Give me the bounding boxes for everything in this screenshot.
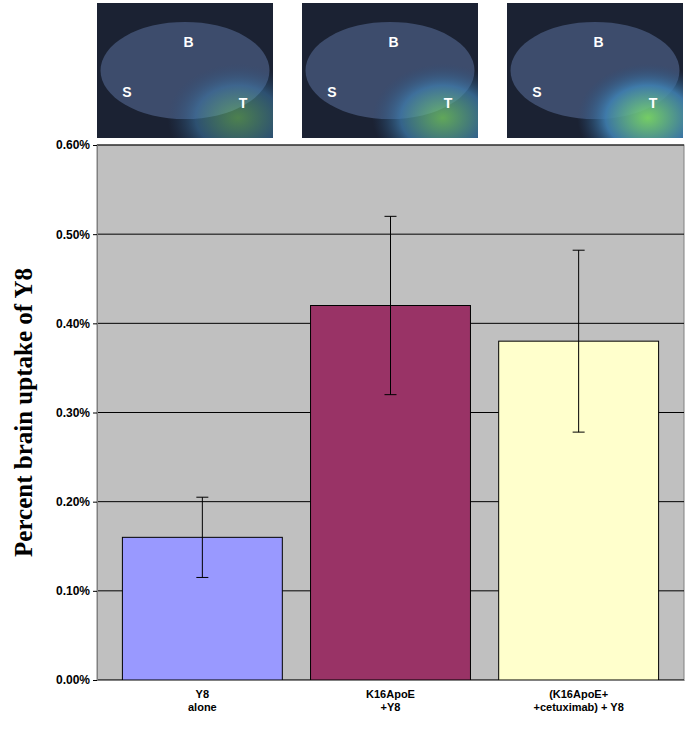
tick-label: 0.10% <box>56 584 90 598</box>
panel-background <box>507 3 683 138</box>
panel-glow <box>97 3 273 138</box>
panel-label: S <box>122 84 131 100</box>
tick: 0.60% <box>56 138 97 152</box>
image-panel: B S T <box>302 3 478 138</box>
tick: (K16ApoE++cetuximab) + Y8 <box>533 680 623 713</box>
panel-background <box>97 3 273 138</box>
axis-line <box>93 146 98 681</box>
tick-mark <box>93 234 97 235</box>
plot-area <box>97 145 684 680</box>
tick: Y8alone <box>188 680 217 713</box>
tick-label: Y8alone <box>188 688 217 713</box>
chart: BSTBSTBST0.00%0.10%0.20%0.30%0.40%0.50%0… <box>0 0 685 734</box>
error-bar-segment <box>578 250 579 432</box>
axis-line <box>98 680 685 681</box>
x-axis: Y8alone K16ApoE+Y8 (K16ApoE++cetuximab) + … <box>98 680 685 713</box>
tick-mark <box>93 502 97 503</box>
y-axis-title: Percent brain uptake of Y8 <box>10 268 37 557</box>
tick: 0.40% <box>56 317 97 331</box>
panel-label: T <box>239 95 248 111</box>
panel-glow <box>302 3 478 138</box>
error-bar <box>573 250 585 432</box>
error-bar-segment <box>385 394 397 395</box>
tick-mark <box>93 680 97 681</box>
error-bar-segment <box>390 216 391 394</box>
error-bar-segment <box>573 250 585 251</box>
panel-glow <box>507 3 683 138</box>
panel-label: T <box>649 95 658 111</box>
tick-label: 0.20% <box>56 495 90 509</box>
panel-label: B <box>388 34 398 50</box>
tick-mark <box>93 591 97 592</box>
tick-label: 0.00% <box>56 673 90 687</box>
panel-label: B <box>183 34 193 50</box>
error-bar-segment <box>573 432 585 433</box>
tick: 0.10% <box>56 584 97 598</box>
error-bar-segment <box>385 216 397 217</box>
tick-mark <box>93 145 97 146</box>
grid <box>97 145 684 680</box>
grid-line <box>97 145 684 146</box>
tick-label: K16ApoE+Y8 <box>366 688 415 713</box>
image-panel: B S T <box>97 3 273 138</box>
panel-label: S <box>532 84 541 100</box>
tick-mark <box>93 323 97 324</box>
tick-label: (K16ApoE++cetuximab) + Y8 <box>533 688 623 713</box>
tick: 0.50% <box>56 228 97 242</box>
error-bar-segment <box>202 497 203 577</box>
panel-label: T <box>444 95 453 111</box>
tick-label: 0.60% <box>56 138 90 152</box>
tick: 0.00% <box>56 673 97 687</box>
y-axis: 0.00% 0.10% 0.20% 0.30% 0.40% 0.50% 0.60% <box>56 138 98 687</box>
tick: 0.30% <box>56 406 97 420</box>
tick-label: 0.50% <box>56 228 90 242</box>
error-bar-segment <box>196 577 208 578</box>
error-bar-segment <box>196 497 208 498</box>
marks <box>122 216 658 680</box>
panel-label: B <box>593 34 603 50</box>
tick-label: 0.40% <box>56 317 90 331</box>
panel-background <box>302 3 478 138</box>
tick: K16ApoE+Y8 <box>366 680 415 713</box>
error-bar <box>385 216 397 394</box>
tick-mark <box>93 413 97 414</box>
image-panel: B S T <box>507 3 683 138</box>
panel-label: S <box>327 84 336 100</box>
tick-label: 0.30% <box>56 406 90 420</box>
error-bar <box>196 497 208 577</box>
tick: 0.20% <box>56 495 97 509</box>
